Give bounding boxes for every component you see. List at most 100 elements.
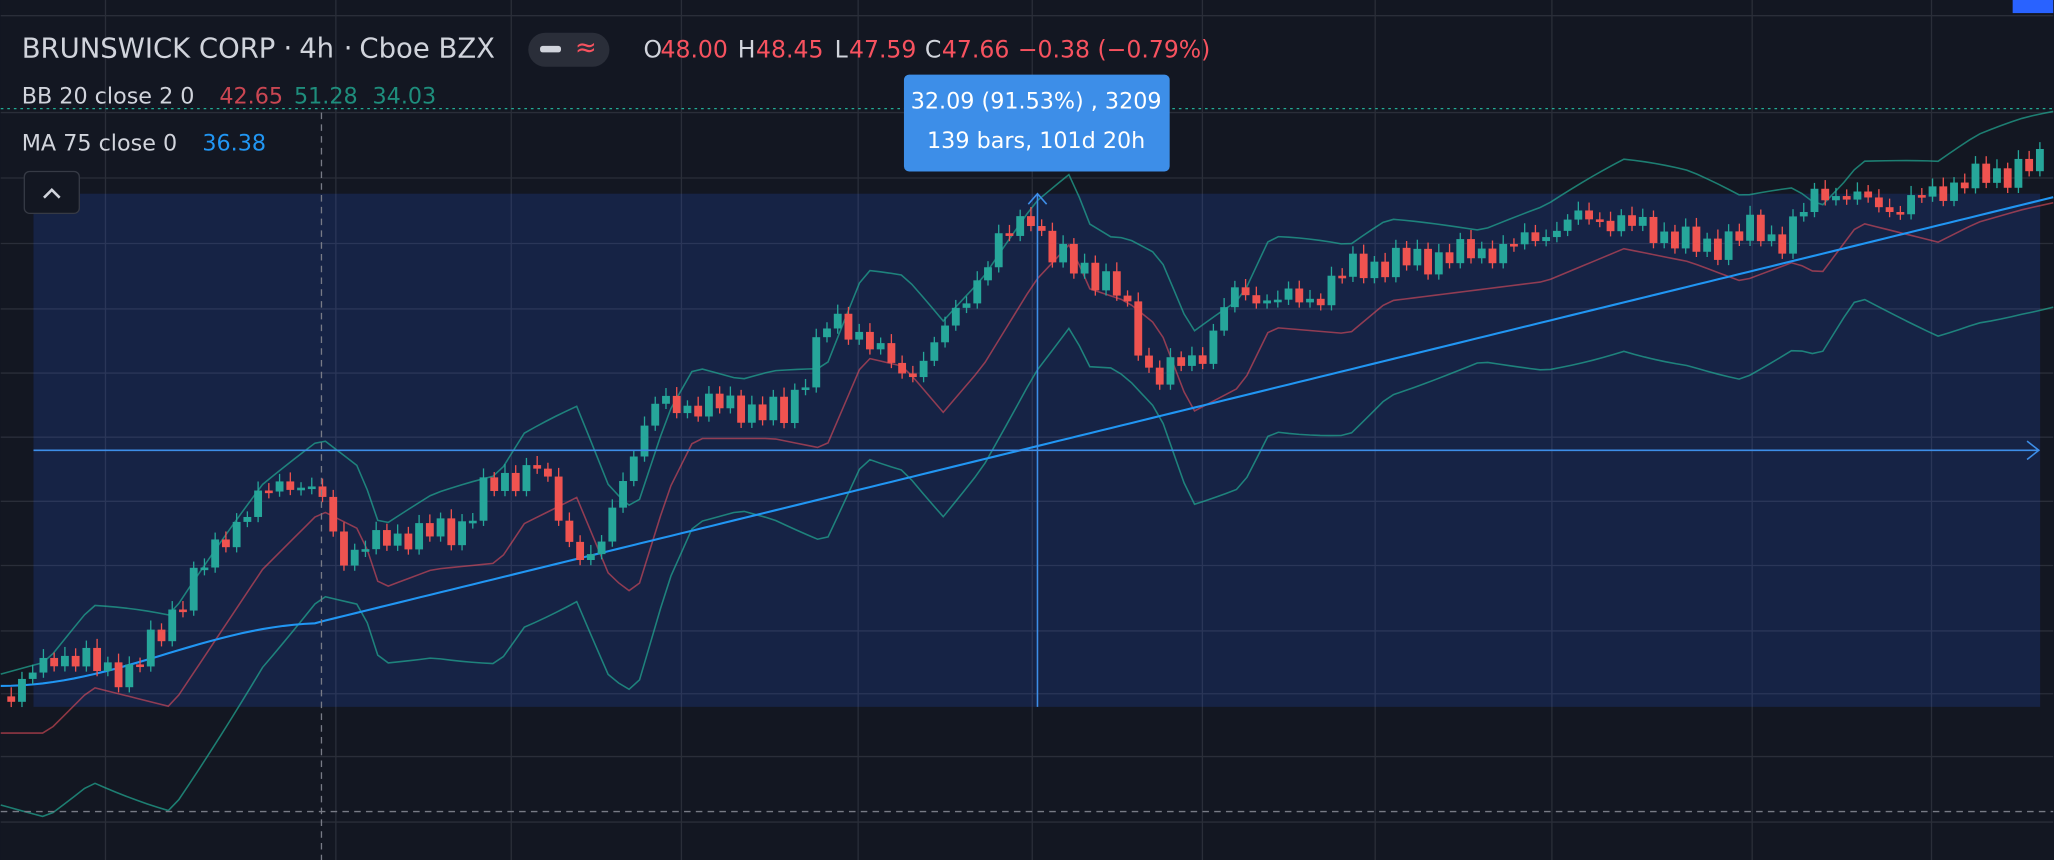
candle-body (1756, 214, 1765, 242)
candle-body (984, 267, 992, 281)
candle-body (393, 533, 402, 546)
candle-body (876, 343, 885, 350)
candle-body (629, 456, 638, 482)
candle-body (1896, 212, 1905, 215)
ma-line (0, 196, 2054, 687)
candle-body (1413, 248, 1422, 266)
candle-body (608, 507, 617, 542)
exchange: Cboe BZX (359, 33, 495, 65)
candle-body (1091, 262, 1100, 291)
candle-body (114, 662, 123, 688)
candle-body (232, 521, 241, 548)
candle-body (60, 655, 69, 667)
candle-body (1832, 196, 1840, 201)
candle-body (1166, 357, 1175, 385)
candle-body (1499, 243, 1508, 264)
ohlc-key: H (738, 36, 756, 64)
candle-body (458, 521, 466, 546)
candle-body (898, 362, 907, 374)
change: −0.38 (−0.79%) (1018, 36, 1211, 64)
candle-body (833, 313, 842, 329)
candle-body (1520, 232, 1529, 245)
bb-label: BB 20 close 2 0 (22, 83, 195, 109)
candle-body (297, 487, 305, 491)
candle-body (382, 530, 391, 546)
candle-body (726, 395, 735, 409)
candle-body (662, 395, 670, 404)
candle-body (1145, 355, 1153, 368)
candle-body (490, 477, 499, 491)
candle-body (179, 609, 187, 613)
candle-body (780, 396, 788, 424)
candle-body (1821, 188, 1830, 201)
candle-body (1660, 231, 1669, 244)
candle-body (619, 481, 627, 508)
candle-body (1477, 248, 1486, 259)
candle-body (1252, 295, 1261, 304)
candle-body (146, 629, 155, 667)
candle-body (1134, 301, 1143, 356)
measure-line1: 32.09 (91.53%) , 3209 (911, 89, 1162, 115)
separator: · (283, 33, 292, 65)
separator: · (344, 33, 353, 65)
candle-body (254, 490, 263, 517)
candle-body (812, 337, 821, 388)
candle-body (1595, 219, 1604, 222)
candle-body (554, 476, 563, 521)
toggle-icon (540, 45, 562, 53)
candle-body (801, 387, 810, 391)
candle-body (1864, 191, 1873, 198)
candle-body (769, 396, 778, 421)
visibility-toggle[interactable] (528, 32, 610, 67)
candle-body (1681, 226, 1690, 249)
candle-body (1306, 298, 1314, 303)
candle-body (211, 539, 220, 568)
candle-body (1649, 216, 1658, 244)
candle-body (1917, 195, 1926, 198)
candle-body (7, 696, 16, 702)
candle-body (865, 331, 874, 350)
candle-body (479, 477, 488, 521)
candle-body (1885, 207, 1894, 213)
candle-body (1338, 275, 1347, 279)
candle-body (125, 664, 134, 688)
candle-body (597, 541, 606, 555)
candle-body (1907, 195, 1916, 215)
candle-body (586, 554, 595, 560)
candle-body (1724, 231, 1733, 260)
candle-body (1230, 287, 1239, 308)
candle-body (1735, 231, 1744, 241)
candle-body (1928, 186, 1937, 197)
candle-body (1220, 307, 1229, 331)
candle-body (994, 233, 1003, 268)
ohlc-value: 47.66 (942, 36, 1009, 64)
candle-body (329, 496, 338, 532)
plot (0, 110, 2054, 818)
candle-body (103, 662, 112, 672)
candle-body (1853, 191, 1862, 200)
candle-body (1209, 330, 1218, 364)
candle-body (1048, 230, 1057, 263)
candle-body (1552, 230, 1561, 238)
candle-body (2025, 158, 2034, 172)
candle-body (1016, 216, 1025, 236)
collapse-button[interactable] (23, 170, 80, 215)
candle-body (425, 523, 434, 537)
candle-body (565, 520, 574, 542)
candle-body (372, 530, 381, 550)
candle-body (973, 280, 982, 304)
candle-body (1327, 275, 1336, 306)
candle-body (747, 404, 756, 423)
candle-body (82, 647, 91, 667)
candle-body (415, 523, 424, 550)
candle-body (1155, 367, 1164, 385)
candle-body (576, 541, 585, 560)
candle-body (71, 655, 80, 667)
candle-body (1703, 238, 1712, 252)
measure-tooltip (903, 74, 1170, 172)
candle-body (18, 678, 26, 702)
candle-body (1713, 238, 1722, 260)
candle-body (318, 486, 327, 497)
candle-body (919, 360, 928, 378)
